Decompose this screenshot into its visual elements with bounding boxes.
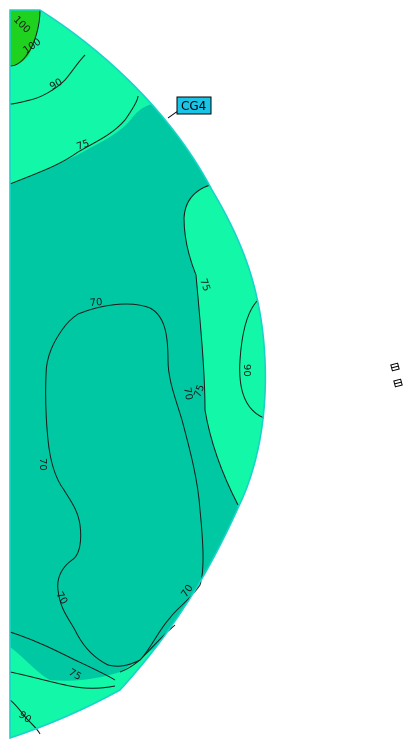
contour-label: 75 [192,383,207,399]
contour-90-bottom [9,699,41,735]
contour-label: 70 [37,458,48,471]
contour-label: 70 [89,297,103,309]
contour-labels: 100 100 90 75 75 90 75 70 70 70 70 70 75… [11,14,252,725]
contour-label: 75 [75,138,91,153]
band-90-inner-region [239,300,265,418]
band-75-region [10,103,238,681]
contour-label: 70 [181,387,194,401]
contour-75-top [9,95,139,185]
shape-outline [9,9,267,740]
contour-75-right [183,184,239,506]
cg4-callout: CG4 [167,96,212,119]
contour-label: 75 [197,277,212,293]
contour-90-top [9,54,86,105]
contour-100 [9,9,41,67]
colour-bands [10,10,266,738]
marker-icon [390,362,400,372]
contour-70-loop [45,303,204,667]
callout-label: CG4 [181,99,206,113]
marker-icon [393,378,403,388]
contour-90-right [239,299,265,419]
contour-70-outer [9,631,116,681]
small-marker-icons [390,362,403,388]
contour-lines [9,9,265,735]
callout-box [176,96,212,115]
contour-70-bottom [119,624,176,673]
contour-label: 90 [241,364,252,377]
contour-75-bottom [9,671,116,689]
